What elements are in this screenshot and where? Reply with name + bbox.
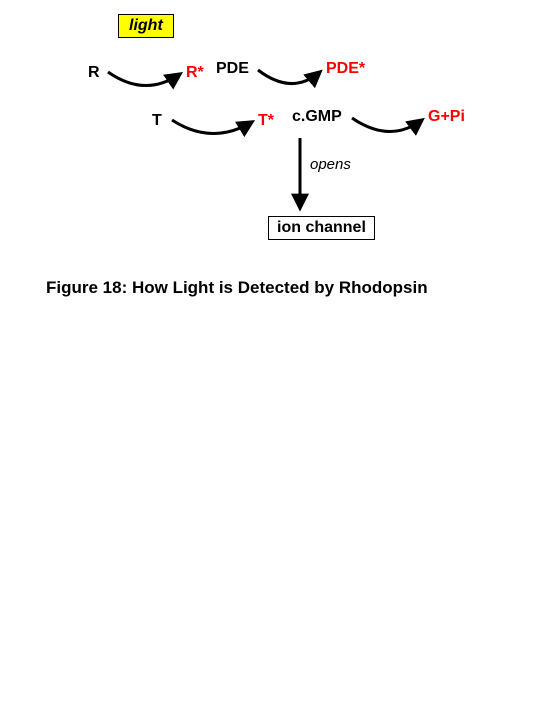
arrow-PDE-to-PDEstar	[258, 70, 320, 84]
arrow-T-to-Tstar	[172, 120, 252, 134]
arrow-R-to-Rstar	[108, 72, 180, 86]
arrow-cGMP-to-GPi	[352, 118, 422, 132]
diagram-area: light R R* PDE PDE* T T* c.GMP G+Pi open…	[0, 0, 540, 720]
arrows-svg	[0, 0, 540, 720]
